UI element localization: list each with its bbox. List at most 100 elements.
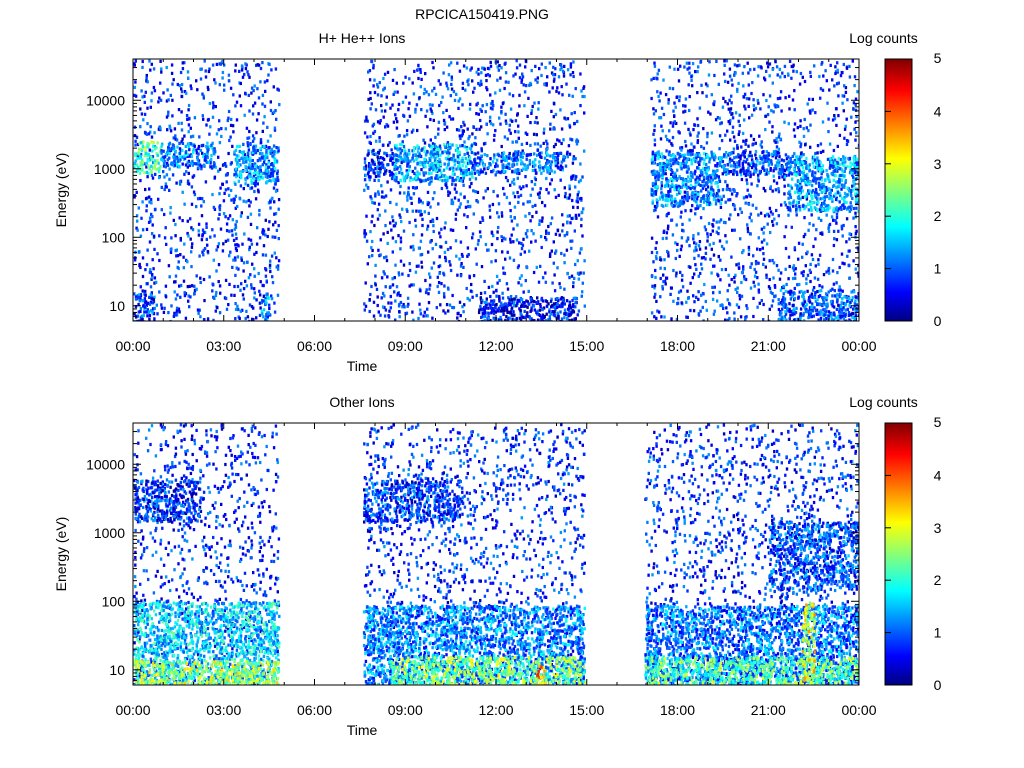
panel1-band-2-pixel: [261, 176, 264, 180]
panel1-noise-pixel: [399, 300, 403, 305]
panel1-noise-pixel: [240, 282, 243, 286]
panel1-noise-pixel: [663, 315, 666, 319]
panel1-noise-pixel: [251, 262, 254, 266]
panel1-noise-pixel: [712, 312, 716, 316]
panel1-band-6-pixel: [719, 195, 722, 199]
panel1-noise-pixel: [522, 202, 525, 206]
panel1-noise-pixel: [504, 175, 508, 180]
panel1-noise-pixel: [391, 103, 394, 107]
panel1-noise-pixel: [530, 306, 533, 310]
panel1-noise-pixel: [368, 309, 371, 314]
panel1-noise-pixel: [208, 132, 211, 136]
panel1-band-0-pixel: [137, 165, 140, 169]
panel1-noise-pixel: [432, 261, 436, 265]
panel1-noise-pixel: [843, 185, 846, 189]
panel1-noise-pixel: [249, 238, 253, 242]
panel1-noise-pixel: [748, 193, 751, 197]
panel1-noise-pixel: [580, 196, 583, 201]
panel1-noise-pixel: [134, 80, 137, 84]
panel1-noise-pixel: [229, 250, 232, 254]
panel1-noise-pixel: [388, 141, 391, 145]
panel1-noise-pixel: [720, 197, 723, 201]
panel1-band-1-pixel: [186, 154, 189, 158]
panel1-noise-pixel: [525, 141, 529, 145]
panel1-noise-pixel: [201, 151, 204, 155]
panel1-noise-pixel: [363, 308, 366, 312]
panel1-noise-pixel: [376, 217, 380, 221]
panel1-noise-pixel: [383, 256, 386, 260]
panel1-noise-pixel: [169, 129, 173, 133]
panel1-noise-pixel: [187, 182, 191, 186]
panel1-noise-pixel: [664, 93, 668, 97]
panel1-noise-pixel: [153, 145, 157, 149]
panel1-noise-pixel: [704, 251, 708, 255]
panel1-noise-pixel: [832, 194, 836, 198]
panel1-band-2-pixel: [276, 171, 279, 175]
panel1-band-1-pixel: [192, 148, 195, 152]
panel1-noise-pixel: [744, 149, 747, 153]
panel1-noise-pixel: [746, 230, 750, 234]
panel1-noise-pixel: [723, 63, 726, 67]
panel1-noise-pixel: [476, 190, 480, 194]
panel1-band-5-pixel: [559, 151, 562, 155]
panel1-noise-pixel: [513, 216, 516, 220]
panel1-noise-pixel: [397, 108, 400, 112]
panel1-noise-pixel: [743, 277, 746, 281]
panel1-noise-pixel: [574, 177, 577, 181]
panel1-band-6-pixel: [657, 173, 660, 177]
panel1-noise-pixel: [685, 239, 688, 243]
panel1-noise-pixel: [267, 173, 270, 177]
panel1-noise-pixel: [854, 103, 857, 107]
panel1-noise-pixel: [208, 101, 212, 106]
panel1-noise-pixel: [169, 211, 172, 215]
panel1-noise-pixel: [244, 62, 247, 66]
panel1-band-7-pixel: [745, 158, 749, 162]
panel1-noise-pixel: [545, 139, 548, 143]
panel1-noise-pixel: [575, 138, 579, 142]
panel1-noise-pixel: [848, 276, 851, 280]
panel1-noise-pixel: [745, 178, 748, 182]
panel1-band-6-pixel: [680, 167, 683, 171]
panel1-band-5-pixel: [525, 157, 528, 161]
panel1-band-1-pixel: [166, 158, 169, 162]
panel1-band-1-pixel: [186, 153, 189, 157]
panel1-noise-pixel: [180, 140, 183, 144]
panel1-noise-pixel: [654, 255, 658, 259]
panel1-band-5-pixel: [497, 170, 500, 174]
panel1-band-6-pixel: [706, 202, 709, 207]
panel1-noise-pixel: [454, 178, 457, 182]
panel1-noise-pixel: [534, 64, 537, 68]
panel1-band-4-pixel: [395, 160, 398, 164]
panel1-noise-pixel: [774, 188, 778, 192]
panel1-noise-pixel: [754, 260, 758, 264]
panel1-noise-pixel: [536, 148, 539, 152]
panel1-noise-pixel: [538, 219, 541, 223]
panel1-band-2-pixel: [256, 148, 259, 153]
panel1-noise-pixel: [798, 155, 802, 159]
panel1-band-2-pixel: [254, 168, 257, 172]
panel1-noise-pixel: [719, 303, 722, 308]
panel1-noise-pixel: [718, 134, 722, 138]
panel1-noise-pixel: [244, 279, 247, 283]
panel1-noise-pixel: [539, 187, 542, 191]
panel1-noise-pixel: [234, 317, 237, 321]
panel1-noise-pixel: [205, 222, 208, 226]
panel1-noise-pixel: [256, 226, 259, 230]
panel1-noise-pixel: [846, 98, 849, 102]
panel1-noise-pixel: [438, 245, 442, 249]
panel1-band-6-pixel: [698, 153, 701, 157]
panel1-band-6-pixel: [690, 162, 693, 166]
panel1-band-4-pixel: [463, 173, 466, 177]
panel1-noise-pixel: [457, 128, 461, 132]
panel1-noise-pixel: [370, 284, 373, 289]
panel1-noise-pixel: [497, 225, 500, 230]
panel1-noise-pixel: [489, 93, 492, 97]
panel1-noise-pixel: [665, 213, 669, 217]
panel1-band-4-pixel: [397, 159, 400, 163]
panel1-band-6-pixel: [718, 177, 721, 182]
panel1-band-4-pixel: [450, 166, 453, 170]
panel1-noise-pixel: [438, 271, 441, 275]
panel1-noise-pixel: [520, 247, 524, 251]
panel1-noise-pixel: [560, 127, 564, 131]
panel1-noise-pixel: [816, 144, 820, 148]
